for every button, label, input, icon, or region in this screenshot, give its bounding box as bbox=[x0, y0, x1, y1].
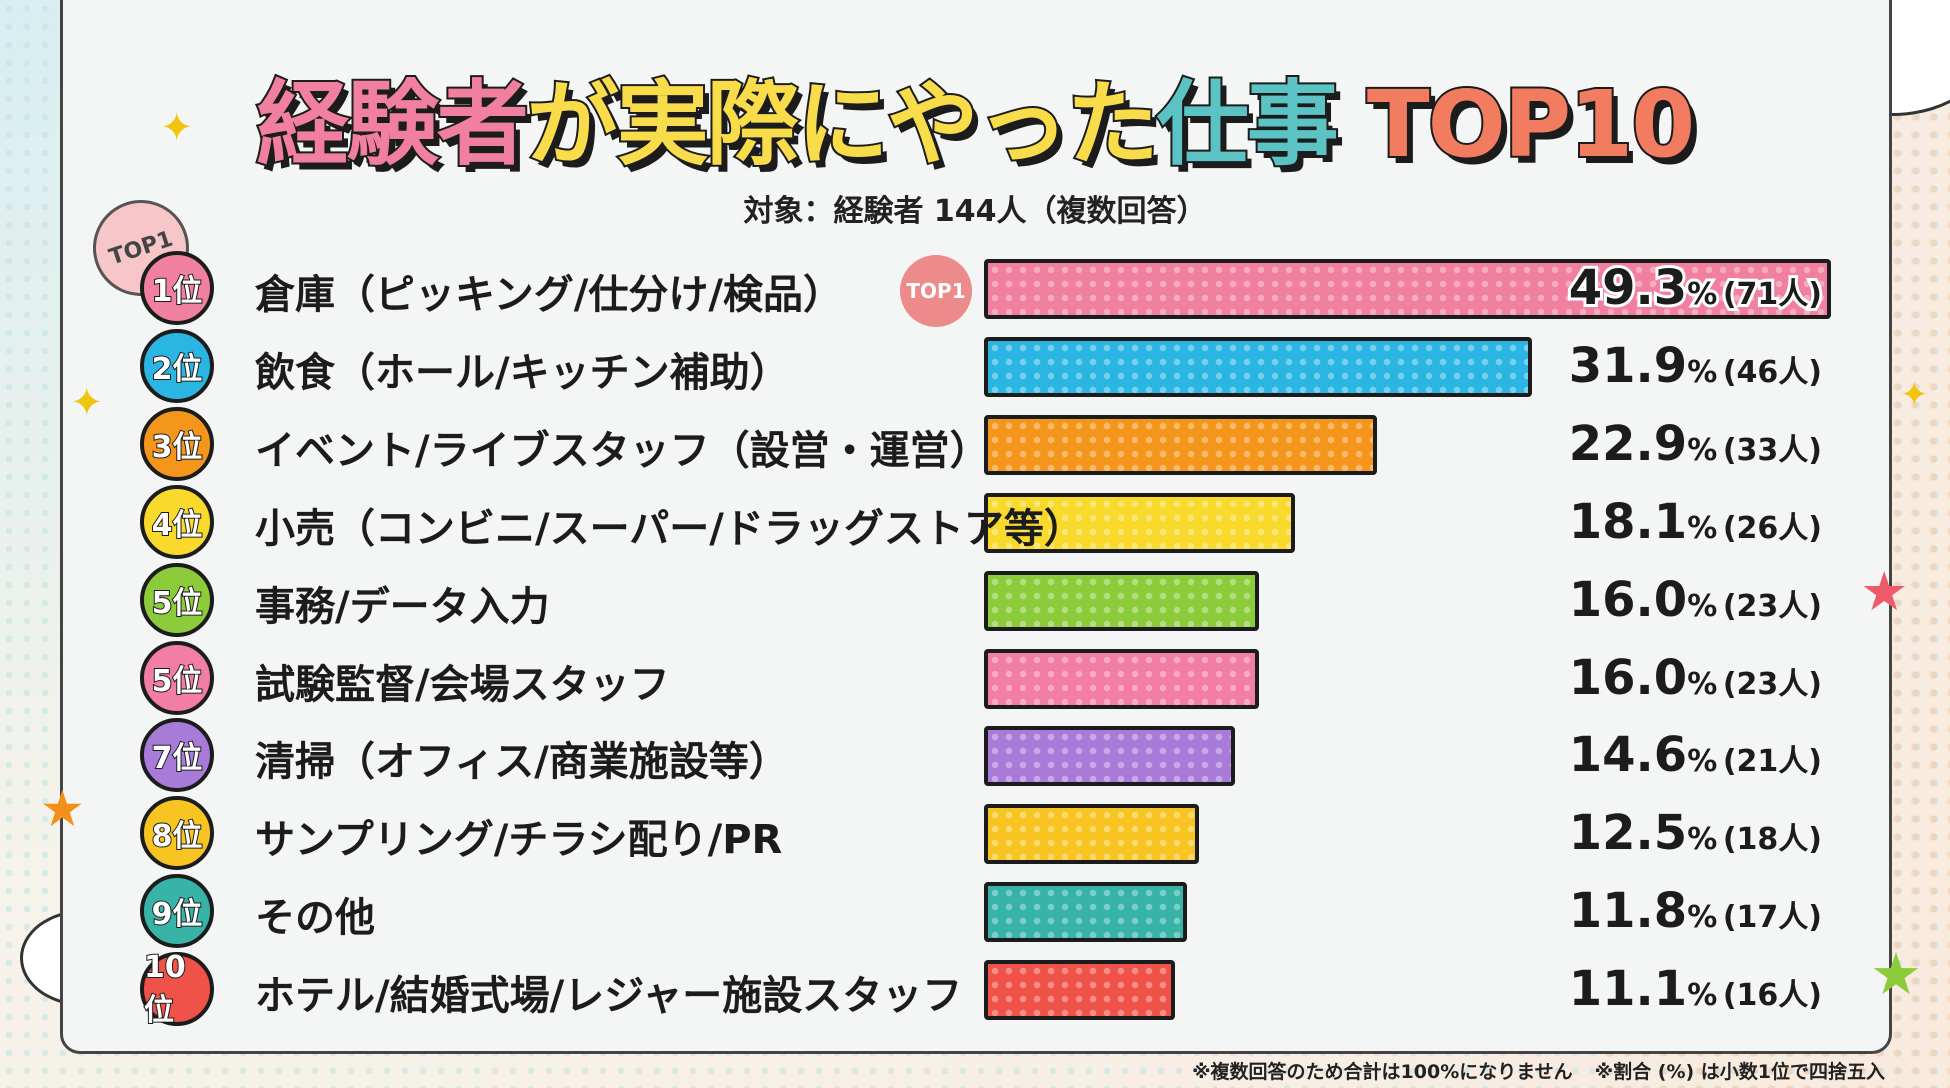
value-label: 16.0% (23人) bbox=[1569, 650, 1822, 706]
category-label: その他 bbox=[255, 895, 375, 942]
bar bbox=[984, 726, 1235, 787]
value-label: 16.0% (23人) bbox=[1569, 572, 1822, 628]
category-label: 倉庫（ピッキング/仕分け/検品） bbox=[255, 272, 844, 318]
value-label: 31.9% (46人) bbox=[1569, 338, 1822, 394]
percent-unit: % bbox=[1687, 666, 1718, 702]
count-value: (17人) bbox=[1722, 900, 1822, 936]
count-value: (23人) bbox=[1722, 588, 1822, 624]
bar-row: 5位 事務/データ入力 16.0% (23人) bbox=[0, 562, 1950, 642]
percent-unit: % bbox=[1687, 588, 1718, 624]
title-part: 経験者 bbox=[255, 69, 531, 180]
percent-value: 18.1 bbox=[1568, 493, 1688, 550]
percent-value: 31.9 bbox=[1568, 337, 1688, 394]
count-value: (33人) bbox=[1722, 432, 1822, 468]
bar bbox=[984, 336, 1533, 397]
rank-badge: 5位 bbox=[140, 562, 214, 637]
top1-bubble: TOP1 bbox=[900, 255, 972, 327]
rank-badge: 1位 bbox=[140, 251, 214, 325]
value-label: 11.1% (16人) bbox=[1569, 961, 1822, 1017]
count-value: (23人) bbox=[1722, 666, 1822, 702]
category-label: ホテル/結婚式場/レジャー施設スタッフ bbox=[255, 973, 963, 1020]
title-part: TOP10 bbox=[1336, 69, 1697, 180]
bar bbox=[984, 414, 1378, 475]
bar-row: 2位 飲食（ホール/キッチン補助） 31.9% (46人) bbox=[0, 328, 1950, 408]
value-label: 12.5% (18人) bbox=[1569, 805, 1822, 861]
bar-row: 9位 その他 11.8% (17人) bbox=[0, 874, 1950, 953]
chart-card bbox=[60, 0, 1892, 1054]
rank-badge: 3位 bbox=[140, 406, 214, 481]
title-part: 仕事 bbox=[1155, 69, 1341, 180]
count-value: (71人) bbox=[1720, 274, 1825, 315]
bar bbox=[984, 882, 1187, 943]
category-label: サンプリング/チラシ配り/PR bbox=[255, 817, 783, 864]
bar-row: 1位 倉庫（ピッキング/仕分け/検品） 49.3% (71人) bbox=[0, 251, 1950, 330]
star-icon: ★ bbox=[40, 780, 85, 838]
bar bbox=[984, 492, 1295, 553]
percent-unit: % bbox=[1687, 900, 1718, 936]
percent-value: 49.3 bbox=[1566, 257, 1690, 319]
rank-badge: 5位 bbox=[140, 640, 214, 715]
count-value: (46人) bbox=[1722, 354, 1822, 390]
percent-value: 11.1 bbox=[1568, 961, 1688, 1018]
footnotes: ※複数回答のため合計は100%になりません ※割合 (%) は小数1位で四捨五入 bbox=[1170, 1057, 1885, 1084]
bar bbox=[984, 259, 1831, 319]
bar bbox=[984, 804, 1199, 865]
percent-value: 12.5 bbox=[1568, 805, 1688, 862]
value-label: 11.8% (17人) bbox=[1569, 883, 1822, 939]
rank-badge: 9位 bbox=[140, 874, 214, 949]
rank-badge: 2位 bbox=[140, 328, 214, 403]
count-value: (18人) bbox=[1722, 822, 1822, 858]
bar bbox=[984, 648, 1259, 709]
percent-unit: % bbox=[1687, 822, 1718, 858]
category-label: 試験監督/会場スタッフ bbox=[255, 661, 670, 708]
rank-badge: 8位 bbox=[140, 796, 214, 871]
count-value: (21人) bbox=[1722, 744, 1822, 780]
count-value: (26人) bbox=[1722, 510, 1822, 546]
bar-row: 5位 試験監督/会場スタッフ 16.0% (23人) bbox=[0, 640, 1950, 720]
percent-value: 22.9 bbox=[1568, 415, 1688, 472]
star-icon: ★ bbox=[1870, 940, 1922, 1008]
title-part: が実際にやった bbox=[525, 69, 1161, 180]
percent-unit: % bbox=[1687, 510, 1718, 546]
bar-row: 3位 イベント/ライブスタッフ（設営・運営） 22.9% (33人) bbox=[0, 406, 1950, 486]
percent-value: 11.8 bbox=[1568, 883, 1688, 940]
bar-row: 4位 小売（コンビニ/スーパー/ドラッグストア等） 18.1% (26人) bbox=[0, 484, 1950, 564]
percent-unit: % bbox=[1687, 432, 1718, 468]
category-label: 小売（コンビニ/スーパー/ドラッグストア等） bbox=[255, 505, 1084, 552]
percent-value: 16.0 bbox=[1568, 571, 1688, 628]
percent-value: 16.0 bbox=[1568, 649, 1688, 706]
chart-title: 経験者が実際にやった仕事 TOP10 bbox=[0, 50, 1950, 183]
bar-row: 10位 ホテル/結婚式場/レジャー施設スタッフ 11.1% (16人) bbox=[0, 949, 1950, 1031]
bar-row: 7位 清掃（オフィス/商業施設等） 14.6% (21人) bbox=[0, 718, 1950, 797]
sparkle-icon: ✦ bbox=[1900, 375, 1929, 415]
chart-subtitle: 対象：経験者 144人（複数回答） bbox=[743, 194, 1207, 229]
value-label: 18.1% (26人) bbox=[1569, 494, 1822, 550]
percent-value: 14.6 bbox=[1568, 727, 1688, 784]
rank-badge: 4位 bbox=[140, 484, 214, 559]
bar-row: 8位 サンプリング/チラシ配り/PR 12.5% (18人) bbox=[0, 796, 1950, 875]
count-value: (16人) bbox=[1722, 978, 1822, 1014]
category-label: 清掃（オフィス/商業施設等） bbox=[255, 739, 789, 786]
percent-unit: % bbox=[1684, 274, 1720, 315]
footnote: ※複数回答のため合計は100%になりません bbox=[1192, 1061, 1573, 1083]
value-label: 14.6% (21人) bbox=[1569, 727, 1822, 783]
value-label: 49.3% (71人) bbox=[1566, 257, 1825, 319]
bar bbox=[984, 960, 1175, 1021]
percent-unit: % bbox=[1687, 978, 1718, 1014]
sparkle-icon: ✦ bbox=[70, 380, 104, 426]
category-label: 飲食（ホール/キッチン補助） bbox=[255, 349, 790, 396]
bar bbox=[984, 570, 1259, 631]
rank-badge: 10位 bbox=[140, 949, 214, 1029]
percent-unit: % bbox=[1687, 354, 1718, 390]
category-label: 事務/データ入力 bbox=[255, 583, 550, 630]
footnote: ※割合 (%) は小数1位で四捨五入 bbox=[1594, 1061, 1885, 1083]
category-label: イベント/ライブスタッフ（設営・運営） bbox=[255, 427, 990, 474]
percent-unit: % bbox=[1687, 744, 1718, 780]
rank-badge: 7位 bbox=[140, 718, 214, 793]
sparkle-icon: ✦ bbox=[160, 105, 194, 151]
value-label: 22.9% (33人) bbox=[1569, 416, 1822, 472]
star-icon: ★ bbox=[1860, 560, 1909, 623]
